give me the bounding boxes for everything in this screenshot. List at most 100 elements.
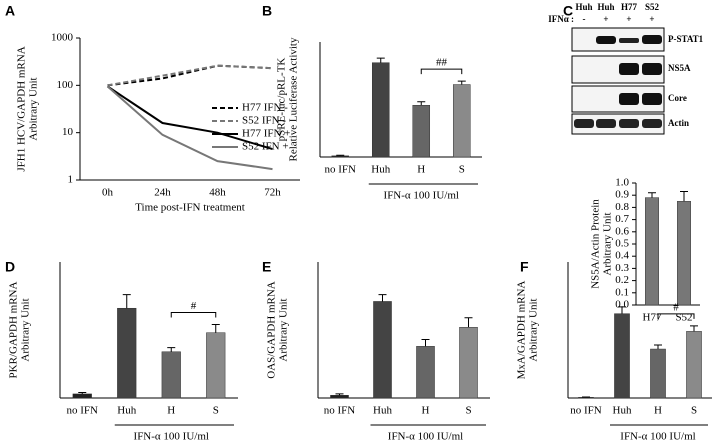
x-tick-label: H [167, 405, 175, 417]
y-axis-label: MxA/GAPDH mRNA [516, 281, 528, 380]
lane-label: H77 [621, 2, 638, 12]
y-tick-label: 0.7 [615, 213, 629, 225]
panel-label: B [262, 3, 272, 19]
x-tick-label: 48h [209, 187, 226, 199]
bar [332, 156, 349, 157]
x-tick-label: 72h [264, 187, 281, 199]
y-tick-label: 0.3 [615, 262, 629, 274]
band [619, 119, 639, 128]
error-bar [690, 326, 698, 331]
band [642, 35, 662, 44]
band [619, 93, 639, 105]
y-tick-label: 10 [62, 126, 74, 138]
panel-label: F [520, 259, 529, 275]
x-tick-label: Huh [117, 405, 136, 417]
significance-label: # [191, 300, 197, 312]
y-tick-label: 1 [68, 174, 74, 186]
bar [162, 352, 181, 398]
y-tick-label: 0.1 [615, 286, 629, 298]
y-tick-label: 0.2 [615, 274, 629, 286]
group-label: IFN-α 100 IU/ml [620, 431, 695, 442]
y-tick-label: 0.6 [615, 225, 629, 237]
x-tick-label: Huh [613, 405, 632, 417]
error-bar [336, 155, 344, 156]
y-tick-label: 1.0 [615, 177, 629, 189]
group-label: IFN-α 100 IU/ml [388, 431, 463, 442]
lane-label: Huh [597, 2, 614, 12]
x-axis-label: Time post-IFN treatment [135, 202, 245, 214]
band-label: NS5A [668, 63, 691, 73]
lane-label: S52 [645, 2, 660, 12]
x-tick-label: Huh [371, 164, 390, 176]
x-tick-label: H77 [643, 312, 662, 324]
significance-bracket [171, 313, 216, 318]
error-bar [458, 81, 466, 84]
band-label: Core [668, 93, 687, 103]
error-bar [123, 295, 131, 309]
y-axis-label: PKR/GAPDH mRNA [8, 282, 20, 379]
y-axis-label: OAS/GAPDH mRNA [266, 281, 278, 379]
x-tick-label: no IFN [570, 405, 602, 417]
error-bar [654, 345, 662, 349]
sign: + [649, 14, 654, 24]
sign: - [583, 14, 586, 24]
y-axis-label: Arbitrary Unit [20, 298, 32, 361]
y-tick-label: 1000 [51, 32, 74, 44]
y-axis-label: Arbitrary Unit [602, 212, 614, 275]
error-bar [379, 295, 387, 302]
error-bar [212, 325, 220, 333]
panel-label: A [5, 3, 15, 19]
x-tick-label: Huh [373, 405, 392, 417]
y-axis-label: JFH1 HCV/GAPDH mRNA [16, 46, 28, 171]
y-tick-label: 0.4 [615, 250, 629, 262]
bar [614, 314, 629, 398]
sign: + [603, 14, 608, 24]
y-axis-label: NS5A/Actin Protein [590, 199, 602, 289]
x-tick-label: no IFN [325, 164, 357, 176]
bar [650, 349, 665, 398]
error-bar [648, 193, 656, 198]
bar [117, 308, 136, 398]
group-label: IFN-α 100 IU/ml [384, 190, 459, 202]
x-tick-label: H [422, 405, 430, 417]
group-label: IFN-α 100 IU/ml [134, 431, 209, 442]
band [642, 63, 662, 75]
y-tick-label: 0.9 [615, 189, 629, 201]
x-tick-label: S [459, 164, 465, 176]
error-bar [465, 318, 473, 328]
band [642, 93, 662, 105]
x-tick-label: 24h [154, 187, 171, 199]
x-tick-label: H [417, 164, 425, 176]
y-axis-label: Arbitrary Unit [528, 298, 540, 361]
x-tick-label: no IFN [324, 405, 356, 417]
y-axis-label: Arbitrary Unit [28, 77, 40, 140]
bar [416, 346, 434, 398]
significance-bracket [421, 69, 462, 74]
error-bar [680, 192, 688, 202]
line [108, 66, 273, 86]
y-axis-label: Relative Luciferase Activity [288, 37, 300, 162]
bar [372, 63, 389, 157]
bar [206, 333, 225, 398]
bar [677, 201, 690, 305]
bar [453, 85, 470, 157]
error-bar [377, 58, 385, 63]
band [596, 36, 616, 44]
error-bar [417, 102, 425, 105]
bar [413, 105, 430, 157]
bar [73, 394, 92, 398]
band-label: P-STAT1 [668, 34, 704, 44]
error-bar [167, 348, 175, 352]
y-tick-label: 100 [57, 79, 74, 91]
band [619, 63, 639, 75]
band [642, 119, 662, 128]
panel-label: E [262, 259, 271, 275]
x-tick-label: S [691, 405, 697, 417]
band-label: Actin [668, 118, 689, 128]
band [596, 119, 616, 128]
significance-label: # [673, 301, 679, 313]
bar [459, 327, 477, 398]
bar [645, 198, 658, 305]
western-blot: Huh Huh H77 S52 IFNα : - + + + P-STAT1 N… [548, 2, 703, 134]
